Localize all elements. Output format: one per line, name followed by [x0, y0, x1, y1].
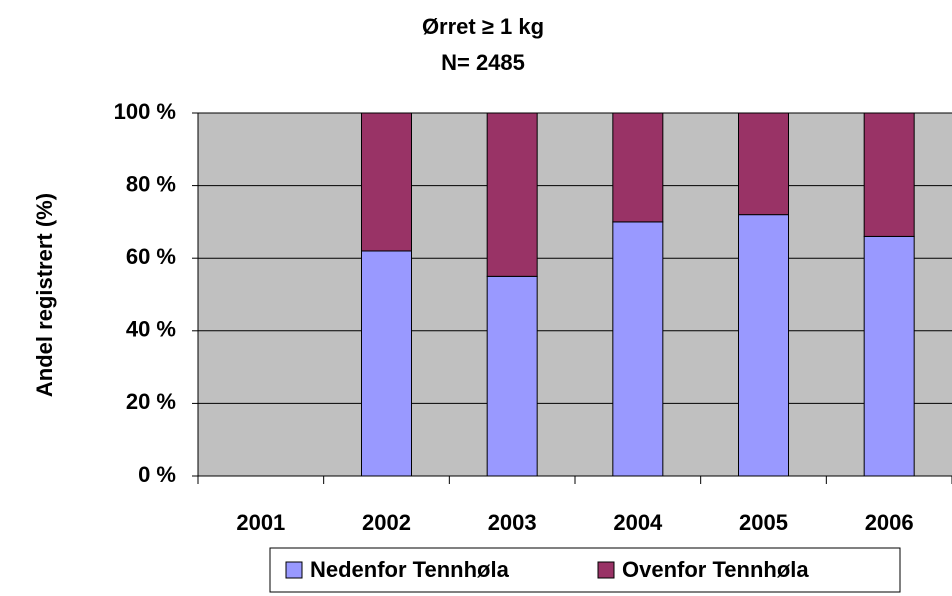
legend-box: [269, 547, 901, 593]
x-tick-label: 2006: [865, 510, 914, 535]
x-tick-label: 2005: [739, 510, 788, 535]
bar-segment: [738, 214, 789, 477]
chart-title: Ørret ≥ 1 kg: [422, 14, 544, 39]
y-tick-label: 60 %: [126, 244, 176, 269]
y-tick-label: 0 %: [138, 462, 176, 487]
bar-segment: [486, 112, 538, 277]
bar-segment: [486, 275, 538, 477]
y-tick-label: 40 %: [126, 317, 176, 342]
y-tick-label: 80 %: [126, 171, 176, 196]
x-tick-label: 2002: [362, 510, 411, 535]
bar-segment: [863, 112, 915, 237]
legend-swatch: [597, 561, 615, 579]
bar-segment: [361, 250, 412, 477]
x-tick-label: 2001: [236, 510, 285, 535]
x-tick-label: 2004: [613, 510, 663, 535]
legend-swatch: [285, 561, 303, 579]
bar-segment: [863, 235, 915, 477]
y-tick-label: 100 %: [114, 99, 176, 124]
x-tick-label: 2003: [488, 510, 537, 535]
bar-segment: [612, 112, 664, 223]
bar-segment: [738, 112, 789, 216]
y-tick-label: 20 %: [126, 389, 176, 414]
chart-subtitle: N= 2485: [441, 50, 525, 75]
plot-area: [198, 113, 952, 476]
bar-segment: [361, 112, 412, 252]
legend-label: Nedenfor Tennhøla: [310, 557, 510, 582]
legend-label: Ovenfor Tennhøla: [622, 557, 809, 582]
y-axis-label: Andel registrert (%): [32, 193, 57, 397]
bar-segment: [612, 221, 664, 477]
